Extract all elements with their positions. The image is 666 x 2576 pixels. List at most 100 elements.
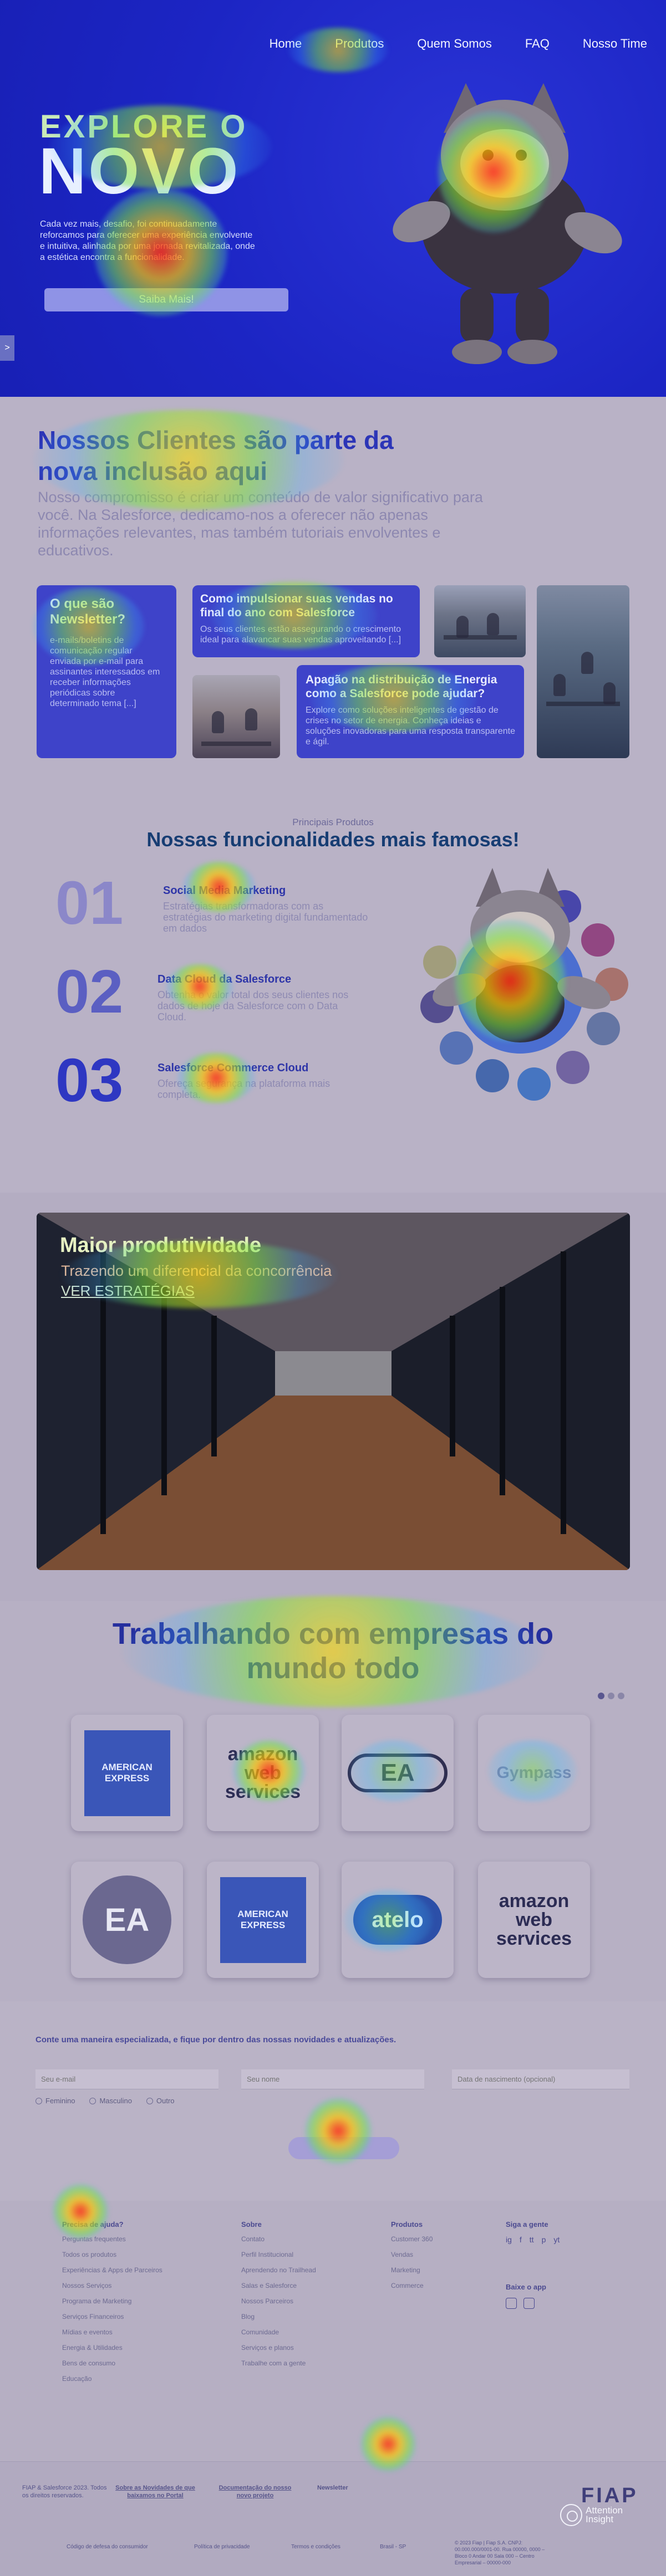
card-text: e-mails/boletins de comunicação regular … [50,636,160,708]
feature-item: Data Cloud da Salesforce Obtenha o valor… [157,973,363,1023]
youtube-icon[interactable]: yt [553,2235,560,2244]
footer-link[interactable]: Educação [62,2375,92,2383]
footer-link[interactable]: Mídias e eventos [62,2328,113,2336]
footer-link[interactable]: Perfil Institucional [241,2251,294,2258]
footer-link[interactable]: Contato [241,2235,265,2243]
legal-link[interactable]: Política de privacidade [194,2544,250,2550]
carousel-dot[interactable] [618,1693,624,1699]
productivity-title: Maior produtividade [60,1234,262,1257]
footer-link[interactable]: Perguntas frequentes [62,2235,126,2243]
ver-estrategias-link[interactable]: VER ESTRATÉGIAS [61,1282,195,1299]
feature-item: Social Media Marketing Estratégias trans… [163,885,368,934]
footer-bottom-link[interactable]: Sobre as Novidades de que baixamos no Po… [115,2485,195,2499]
newsletter-birthdate-input[interactable] [452,2069,629,2089]
partner-logo-tile[interactable]: atelo [342,1862,454,1978]
footer-link[interactable]: Marketing [391,2266,420,2274]
footer-column-title: Precisa de ajuda? [62,2220,124,2229]
footer-link[interactable]: Programa de Marketing [62,2297,132,2305]
footer-link[interactable]: Serviços e planos [241,2344,294,2352]
footer-link[interactable]: Customer 360 [391,2235,433,2243]
nav-faq[interactable]: FAQ [525,37,550,50]
footer-link[interactable]: Nossos Serviços [62,2282,112,2289]
footer-bottom-link[interactable]: Newsletter [317,2485,348,2491]
newsletter-section: Conte uma maneira especializada, e fique… [0,2001,666,2201]
partners-title-text: Trabalhando com empresas do mundo todo [112,1617,554,1685]
newsletter-card[interactable]: O que são Newsletter? e-mails/boletins d… [37,585,176,758]
facebook-icon[interactable]: f [519,2235,522,2244]
footer-link[interactable]: Energia & Utilidades [62,2344,123,2352]
footer-column-title: Produtos [391,2220,423,2229]
footer-column-follow: Siga a gente ig f tt p yt Baixe o app [506,2220,560,2309]
nav-quem-somos[interactable]: Quem Somos [417,37,492,50]
footer-bottom-link[interactable]: Documentação do nosso novo projeto [218,2485,292,2499]
feature-title: Social Media Marketing [163,885,286,897]
office-photo [434,585,526,657]
feature-text: Obtenha o valor total dos seus clientes … [157,989,349,1023]
features-title: Nossas funcionalidades mais famosas! [146,828,520,851]
partner-logo-tile[interactable]: AMERICAN EXPRESS [71,1715,183,1831]
feature-number: 02 [55,958,124,1026]
partner-logo-tile[interactable]: amazon web services [207,1715,319,1831]
card-title: Como impulsionar suas vendas no final do… [200,592,393,619]
footer-link[interactable]: Vendas [391,2251,414,2258]
footer-link[interactable]: Nossos Parceiros [241,2297,294,2305]
nav-home[interactable]: Home [269,37,302,50]
footer-link[interactable]: Serviços Financeiros [62,2313,124,2321]
side-expand-tab[interactable]: > [0,335,14,361]
address-text: © 2023 Fiap | Fiap S.A. CNPJ: 00.000.000… [455,2540,545,2565]
aws-logo: amazon web services [225,1744,301,1802]
carousel-dot[interactable] [598,1693,604,1699]
footer-link[interactable]: Todos os produtos [62,2251,117,2258]
radio-circle-icon [89,2097,96,2104]
partners-section: Trabalhando com empresas do mundo todo A… [0,1601,666,2001]
footer-link[interactable]: Commerce [391,2282,424,2289]
apple-store-icon[interactable] [506,2298,517,2309]
footer-column-title: Siga a gente [506,2220,548,2229]
partner-logo-tile[interactable]: Gympass [478,1715,590,1831]
feature-number: 03 [55,1046,124,1115]
legal-link[interactable]: Código de defesa do consumidor [67,2544,148,2550]
tiktok-icon[interactable]: tt [529,2235,534,2244]
productivity-subtitle: Trazendo um diferencial da concorrência [61,1263,332,1279]
nav-nosso-time[interactable]: Nosso Time [582,37,647,50]
gympass-logo: Gympass [496,1764,572,1782]
team-photo [537,585,629,758]
partner-logo-tile[interactable]: EA [342,1715,454,1831]
saiba-mais-button[interactable]: Saiba Mais! [44,288,288,311]
legal-link[interactable]: Termos e condições [291,2544,340,2550]
footer-link[interactable]: Experiências & Apps de Parceiros [62,2266,162,2274]
partners-title: Trabalhando com empresas do mundo todo [0,1617,666,1685]
sales-card[interactable]: Como impulsionar suas vendas no final do… [192,585,420,657]
footer-link[interactable]: Salas e Salesforce [241,2282,297,2289]
fiap-logo: FIAP [581,2484,638,2507]
newsletter-submit-button[interactable] [288,2137,399,2159]
radio-feminino[interactable]: Feminino [35,2097,75,2105]
partner-logo-tile[interactable]: amazon web services [478,1862,590,1978]
nav-produtos[interactable]: Produtos [335,37,384,50]
partner-logo-tile[interactable]: EA [71,1862,183,1978]
footer-link[interactable]: Bens de consumo [62,2359,116,2367]
carousel-dot[interactable] [608,1693,614,1699]
radio-label: Feminino [45,2097,75,2105]
highfive-photo [192,675,280,758]
pinterest-icon[interactable]: p [541,2235,546,2244]
footer-link[interactable]: Trabalhe com a gente [241,2359,306,2367]
radio-label: Outro [156,2097,175,2105]
energy-card[interactable]: Apagão na distribuição de Energia como a… [297,665,524,758]
footer-column-about: Sobre Contato Perfil Institucional Apren… [241,2220,316,2375]
footer-link[interactable]: Comunidade [241,2328,279,2336]
footer-link[interactable]: Blog [241,2313,255,2321]
amex-logo: AMERICAN EXPRESS [220,1877,306,1963]
newsletter-email-input[interactable] [35,2069,218,2089]
radio-masculino[interactable]: Masculino [89,2097,132,2105]
google-play-icon[interactable] [523,2298,535,2309]
radio-outro[interactable]: Outro [146,2097,175,2105]
instagram-icon[interactable]: ig [506,2235,512,2244]
newsletter-name-input[interactable] [241,2069,424,2089]
footer-link[interactable]: Aprendendo no Trailhead [241,2266,316,2274]
radio-circle-icon [35,2097,42,2104]
partner-logo-tile[interactable]: AMERICAN EXPRESS [207,1862,319,1978]
hero-description: Cada vez mais, desafio, foi continuadame… [40,219,255,262]
app-store-links [506,2298,560,2309]
amex-logo: AMERICAN EXPRESS [84,1730,170,1816]
